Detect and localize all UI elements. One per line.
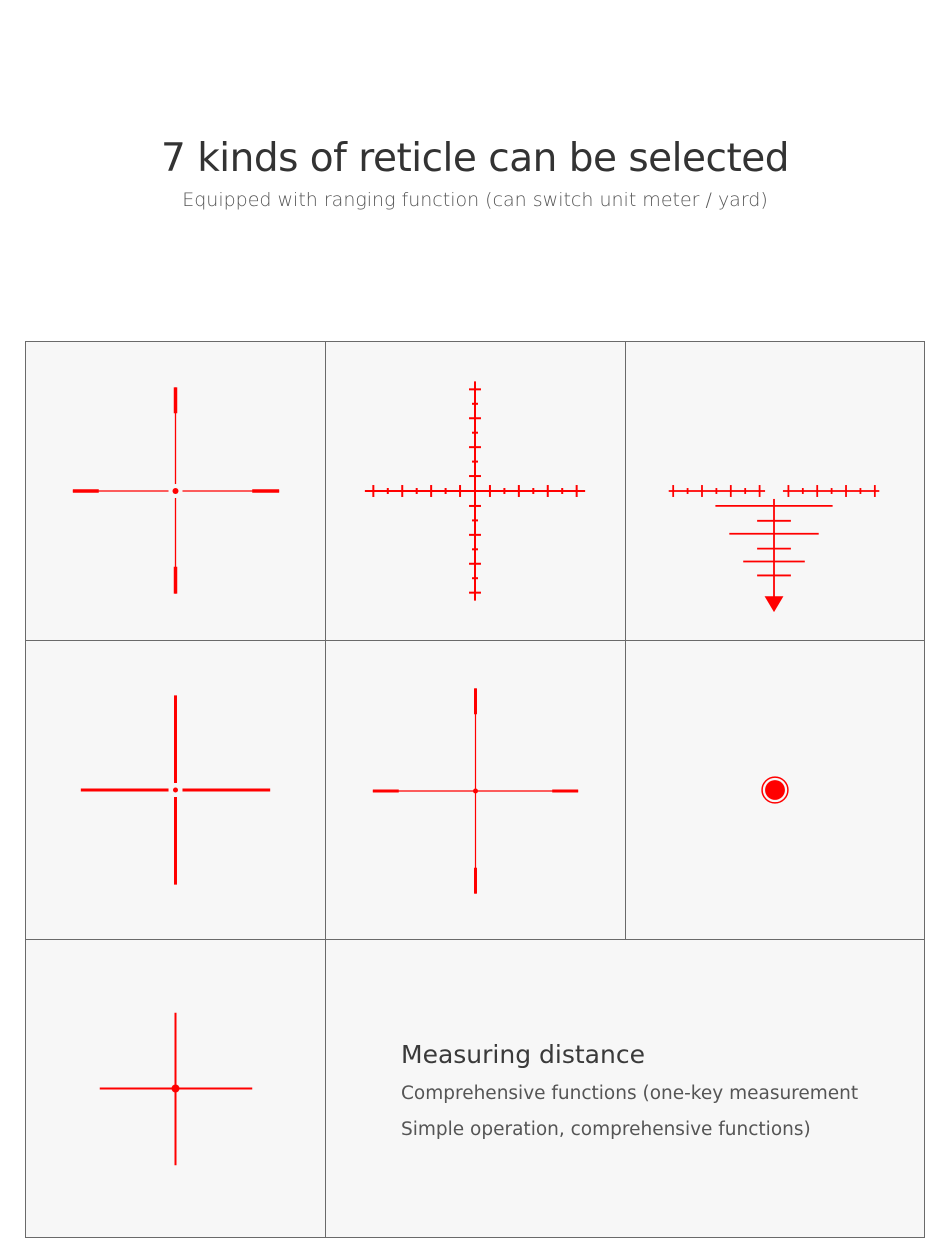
page-subtitle: Equipped with ranging function (can swit…	[182, 189, 768, 211]
info-panel: Measuring distance Comprehensive functio…	[325, 939, 925, 1238]
page-title: 7 kinds of reticle can be selected	[160, 136, 790, 181]
reticle-cell-2	[325, 341, 626, 641]
duplex-dot-reticle-icon	[72, 387, 280, 594]
reticle-cell-3	[625, 341, 925, 641]
info-line-1: Comprehensive functions (one-key measure…	[401, 1083, 859, 1104]
info-heading: Measuring distance	[401, 1040, 645, 1069]
ballistic-reticle-icon	[668, 485, 880, 613]
reticle-cell-5	[325, 640, 626, 940]
reticle-cell-4	[25, 640, 326, 940]
reticle-cell-6	[625, 640, 925, 940]
simple-cross-reticle-icon	[99, 1012, 253, 1166]
duplex-thin-reticle-icon	[372, 688, 579, 894]
info-line-2: Simple operation, comprehensive function…	[401, 1119, 811, 1140]
red-dot-reticle-icon	[761, 776, 789, 804]
mil-dot-reticle-icon	[364, 381, 586, 601]
heavy-cross-reticle-icon	[80, 695, 271, 885]
reticle-grid: Measuring distance Comprehensive functio…	[25, 341, 925, 1238]
reticle-cell-7	[25, 939, 326, 1238]
reticle-cell-1	[25, 341, 326, 641]
